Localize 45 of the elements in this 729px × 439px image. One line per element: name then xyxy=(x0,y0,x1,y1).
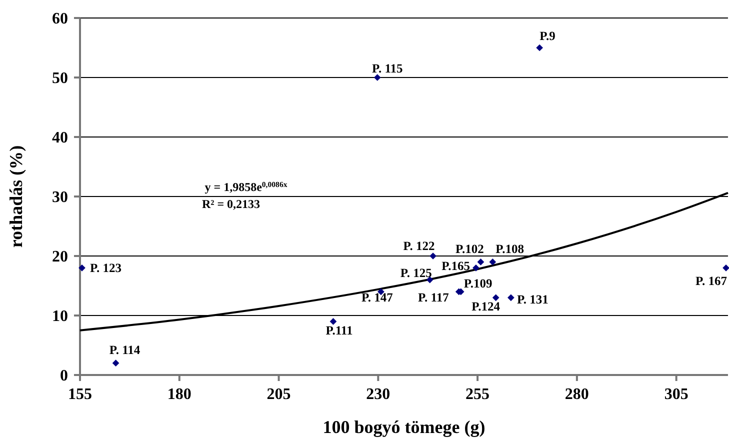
annotation: R² = 0,2133 xyxy=(202,197,260,211)
annotation: P.124 xyxy=(472,300,501,314)
annotation: P.108 xyxy=(496,242,524,256)
point xyxy=(477,258,484,266)
point xyxy=(472,264,480,272)
point xyxy=(508,294,514,302)
annotation: P. 115 xyxy=(372,62,403,76)
x-tick-label: 155 xyxy=(68,386,92,403)
annotation: P. 114 xyxy=(109,343,141,358)
annotation: P.165 xyxy=(442,258,470,273)
y-tick-label: 60 xyxy=(52,10,68,28)
point xyxy=(489,258,496,266)
x-tick-label: 280 xyxy=(564,386,589,403)
annotation: P. 122 xyxy=(403,239,435,253)
y-tick-label: 10 xyxy=(52,308,68,326)
point xyxy=(330,318,337,325)
annotation: P. 123 xyxy=(90,260,122,275)
y-tick-label: 50 xyxy=(52,70,68,88)
point xyxy=(722,264,729,272)
annotation: y = 1,9858e$^{0,0086x}$ xyxy=(204,180,288,194)
point xyxy=(112,360,120,367)
annotation: P.9 xyxy=(540,28,556,43)
x-tick-label: 205 xyxy=(266,386,291,403)
annotation: P.102 xyxy=(456,242,484,256)
x-tick-label: 305 xyxy=(664,386,688,403)
annotation: P. 117 xyxy=(418,290,449,305)
y-tick-label: 40 xyxy=(52,130,68,147)
point xyxy=(78,264,86,272)
y-tick-label: 30 xyxy=(52,189,68,206)
x-tick-label: 255 xyxy=(466,386,490,403)
x-axis-title: 100 bogyó tömege (g) xyxy=(322,417,486,437)
y-axis-title: rothadás (%) xyxy=(6,145,26,248)
x-tick-label: 180 xyxy=(167,386,192,403)
annotation: P.109 xyxy=(464,276,492,291)
annotation: P.111 xyxy=(326,323,353,338)
y-tick-label: 20 xyxy=(52,248,68,266)
annotation: P. 125 xyxy=(400,266,432,280)
point xyxy=(492,294,500,302)
x-tick-label: 230 xyxy=(366,386,390,403)
annotation: P. 167 xyxy=(696,274,728,288)
annotation: P. 131 xyxy=(516,292,548,307)
point xyxy=(536,44,543,52)
annotation: P. 147 xyxy=(361,290,393,305)
y-tick-label: 0 xyxy=(60,368,68,385)
point xyxy=(374,74,381,81)
